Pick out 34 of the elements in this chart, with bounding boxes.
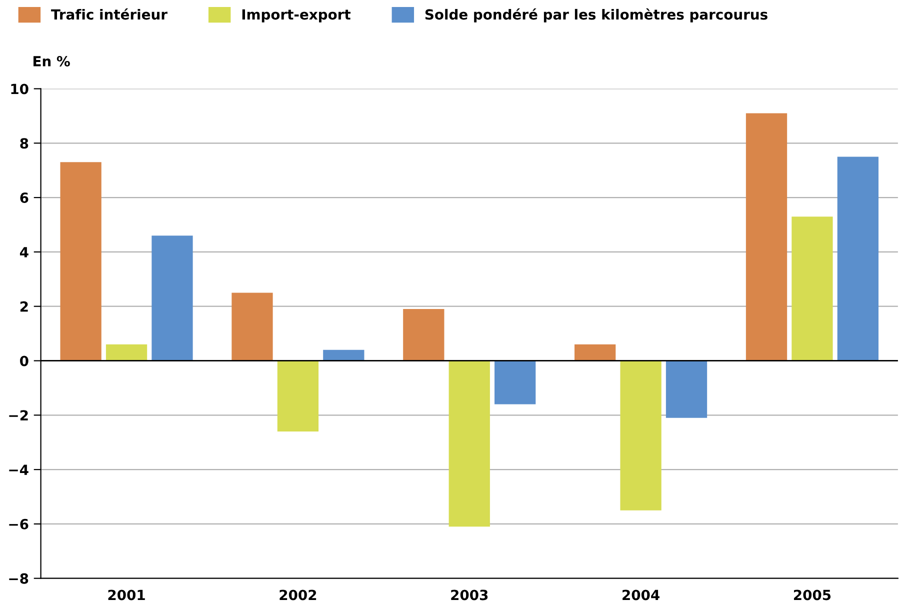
y-tick-label: 2 — [20, 301, 28, 312]
y-tick-label: 6 — [20, 192, 28, 204]
bar — [746, 113, 788, 361]
bar — [574, 344, 616, 361]
y-tick-label: 0 — [20, 356, 28, 366]
y-tick-label: 8 — [20, 138, 28, 149]
y-tick-label: −6 — [9, 518, 28, 530]
x-tick-label: 2002 — [280, 590, 316, 600]
y-tick-label: −8 — [9, 573, 28, 584]
bar — [792, 216, 833, 361]
x-tick-label: 2003 — [451, 590, 488, 600]
bar — [666, 360, 708, 418]
bar — [620, 360, 662, 510]
legend-label: Import-export — [242, 9, 351, 22]
x-tick-label: 2005 — [794, 590, 831, 600]
bar — [106, 344, 148, 361]
bar — [232, 292, 273, 361]
bar — [152, 236, 193, 361]
bar — [323, 350, 364, 361]
x-tick-label: 2001 — [108, 590, 145, 600]
bar — [403, 309, 444, 361]
bar — [494, 360, 536, 404]
bar — [60, 162, 102, 361]
y-tick-label: −4 — [9, 464, 28, 475]
legend-label: Trafic intérieur — [51, 8, 168, 20]
y-tick-label: 4 — [20, 247, 28, 258]
bar — [837, 156, 878, 361]
y-tick-label: 10 — [11, 84, 28, 94]
legend-label: Solde pondéré par les kilomètres parcourus — [425, 8, 768, 22]
y-tick-label: −2 — [9, 410, 28, 420]
x-tick-label: 2004 — [622, 590, 660, 600]
bar — [448, 360, 490, 527]
bar — [277, 360, 319, 432]
y-axis-title: En % — [34, 56, 70, 66]
